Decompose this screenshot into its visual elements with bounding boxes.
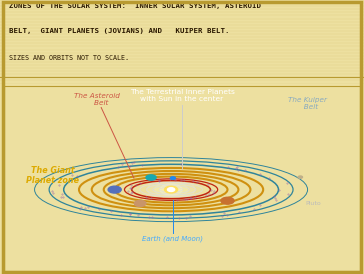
Circle shape — [134, 200, 146, 207]
Text: ZONES OF THE SOLAR SYSTEM:  INNER SOLAR SYSTEM, ASTEROID: ZONES OF THE SOLAR SYSTEM: INNER SOLAR S… — [9, 2, 261, 8]
Circle shape — [170, 177, 175, 179]
Text: Earth (and Moon): Earth (and Moon) — [142, 236, 203, 242]
Circle shape — [165, 186, 178, 193]
Text: Pluto: Pluto — [306, 201, 321, 206]
Circle shape — [165, 186, 178, 193]
Circle shape — [108, 186, 121, 193]
Circle shape — [155, 181, 187, 198]
Text: The Asteroid
    Belt: The Asteroid Belt — [74, 93, 119, 106]
Circle shape — [221, 197, 234, 204]
Circle shape — [160, 184, 182, 195]
Text: The Terrestrial Inner Planets
with Sun in the center: The Terrestrial Inner Planets with Sun i… — [130, 89, 234, 102]
Text: BELT,  GIANT PLANETS (JOVIANS) AND   KUIPER BELT.: BELT, GIANT PLANETS (JOVIANS) AND KUIPER… — [9, 28, 230, 35]
Text: The Giant
Planet zone: The Giant Planet zone — [26, 165, 79, 185]
Text: SIZES AND ORBITS NOT TO SCALE.: SIZES AND ORBITS NOT TO SCALE. — [9, 55, 129, 61]
Circle shape — [147, 177, 195, 202]
Circle shape — [298, 176, 302, 178]
Circle shape — [167, 188, 175, 192]
Circle shape — [146, 175, 156, 180]
Text: The Kuiper
   Belt: The Kuiper Belt — [288, 97, 327, 110]
